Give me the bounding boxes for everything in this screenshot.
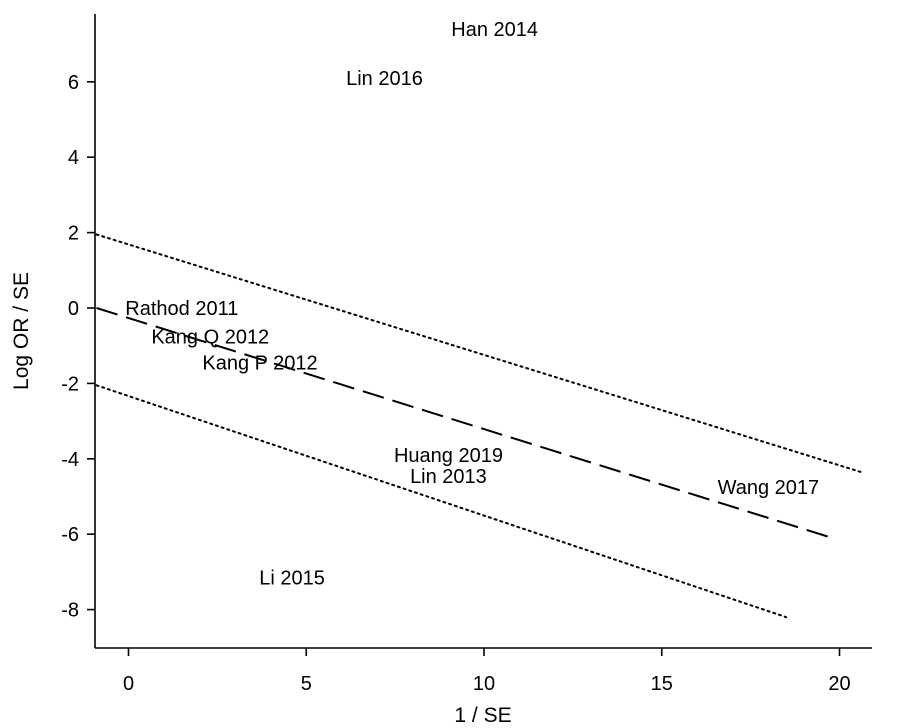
y-tick-label: -4 (61, 449, 79, 471)
x-tick-label: 15 (651, 673, 673, 695)
study-point-label: Lin 2013 (410, 466, 487, 488)
y-tick-label: 4 (68, 147, 79, 169)
study-point-label: Han 2014 (451, 19, 538, 41)
y-tick-label: -8 (61, 600, 79, 622)
regression-lines (95, 233, 862, 619)
x-tick-label: 10 (473, 673, 495, 695)
x-tick-label: 5 (301, 673, 312, 695)
y-ticks: -8 -6 -4 -2 0 2 4 6 (61, 72, 95, 622)
y-tick-label: 2 (68, 223, 79, 245)
study-point-label: Rathod 2011 (125, 298, 238, 320)
y-tick-label: 0 (68, 298, 79, 320)
study-labels: Han 2014 Lin 2016 Rathod 2011 Kang Q 2012 Ka… (125, 19, 819, 590)
study-point-label: Wang 2017 (718, 477, 820, 499)
confidence-line (95, 384, 788, 619)
y-tick-label: -6 (61, 524, 79, 546)
study-point-label: Huang 2019 (394, 445, 503, 467)
x-ticks: 0 5 10 15 20 (123, 648, 851, 695)
study-point-label: Lin 2016 (346, 68, 423, 90)
study-point-label: Li 2015 (259, 568, 325, 590)
regression-line (96, 307, 833, 539)
y-axis-label: Log OR / SE (10, 272, 33, 390)
study-point-label: Kang P 2012 (202, 353, 317, 375)
y-tick-label: 6 (68, 72, 79, 94)
study-point-label: Kang Q 2012 (151, 326, 269, 348)
y-tick-label: -2 (61, 373, 79, 395)
confidence-line (95, 233, 862, 473)
x-tick-label: 20 (828, 673, 850, 695)
x-axis-label: 1 / SE (454, 704, 511, 727)
x-tick-label: 0 (123, 673, 134, 695)
